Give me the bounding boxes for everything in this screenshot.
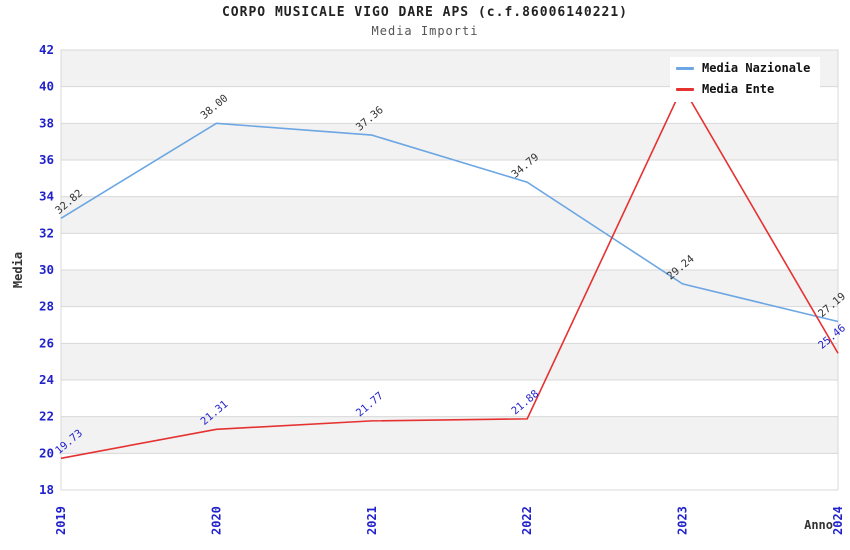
y-tick-label: 32	[39, 225, 54, 240]
legend-label: Media Ente	[702, 82, 775, 96]
y-tick-label: 38	[39, 115, 54, 130]
grid-band	[61, 343, 838, 380]
x-tick-label: 2022	[520, 506, 534, 535]
y-tick-label: 40	[39, 79, 54, 94]
y-tick-label: 24	[39, 372, 54, 387]
y-tick-label: 22	[39, 409, 54, 424]
x-tick-label: 2023	[676, 506, 690, 535]
x-tick-label: 2019	[54, 506, 68, 535]
grid-band	[61, 233, 838, 270]
legend-line-sample-red-icon	[676, 87, 694, 91]
x-tick-label: 2024	[831, 506, 845, 535]
y-tick-label: 34	[39, 189, 54, 204]
y-axis-title: Media	[11, 252, 25, 288]
grid-band	[61, 123, 838, 160]
grid-band	[61, 453, 838, 490]
x-axis-title: Anno	[804, 518, 833, 532]
y-tick-label: 30	[39, 262, 54, 277]
legend-item-media-ente: Media Ente	[676, 82, 810, 96]
y-tick-label: 18	[39, 482, 54, 497]
y-tick-label: 26	[39, 335, 54, 350]
legend-line-sample-blue-icon	[676, 66, 694, 70]
grid-band	[61, 196, 838, 234]
legend-label: Media Nazionale	[702, 61, 811, 75]
chart-legend: Media Nazionale Media Ente	[670, 57, 821, 102]
grid-band	[61, 160, 838, 197]
grid-band	[61, 416, 838, 454]
chart-subtitle: Media Importi	[371, 24, 479, 38]
y-tick-label: 36	[39, 152, 54, 167]
plot-frame	[60, 49, 839, 491]
chart-title: CORPO MUSICALE VIGO DARE APS (c.f.860061…	[221, 5, 629, 20]
y-tick-label: 20	[39, 445, 54, 460]
legend-item-media-nazionale: Media Nazionale	[676, 61, 810, 75]
grid-band	[61, 270, 838, 307]
x-tick-label: 2020	[209, 506, 223, 535]
x-tick-label: 2021	[365, 506, 379, 535]
grid-band	[61, 306, 838, 344]
series-line-media-nazionale	[60, 122, 839, 323]
grid-band	[61, 380, 838, 417]
series-line-media-ente	[60, 84, 839, 460]
y-tick-label: 42	[39, 42, 54, 57]
y-tick-label: 28	[39, 299, 54, 314]
